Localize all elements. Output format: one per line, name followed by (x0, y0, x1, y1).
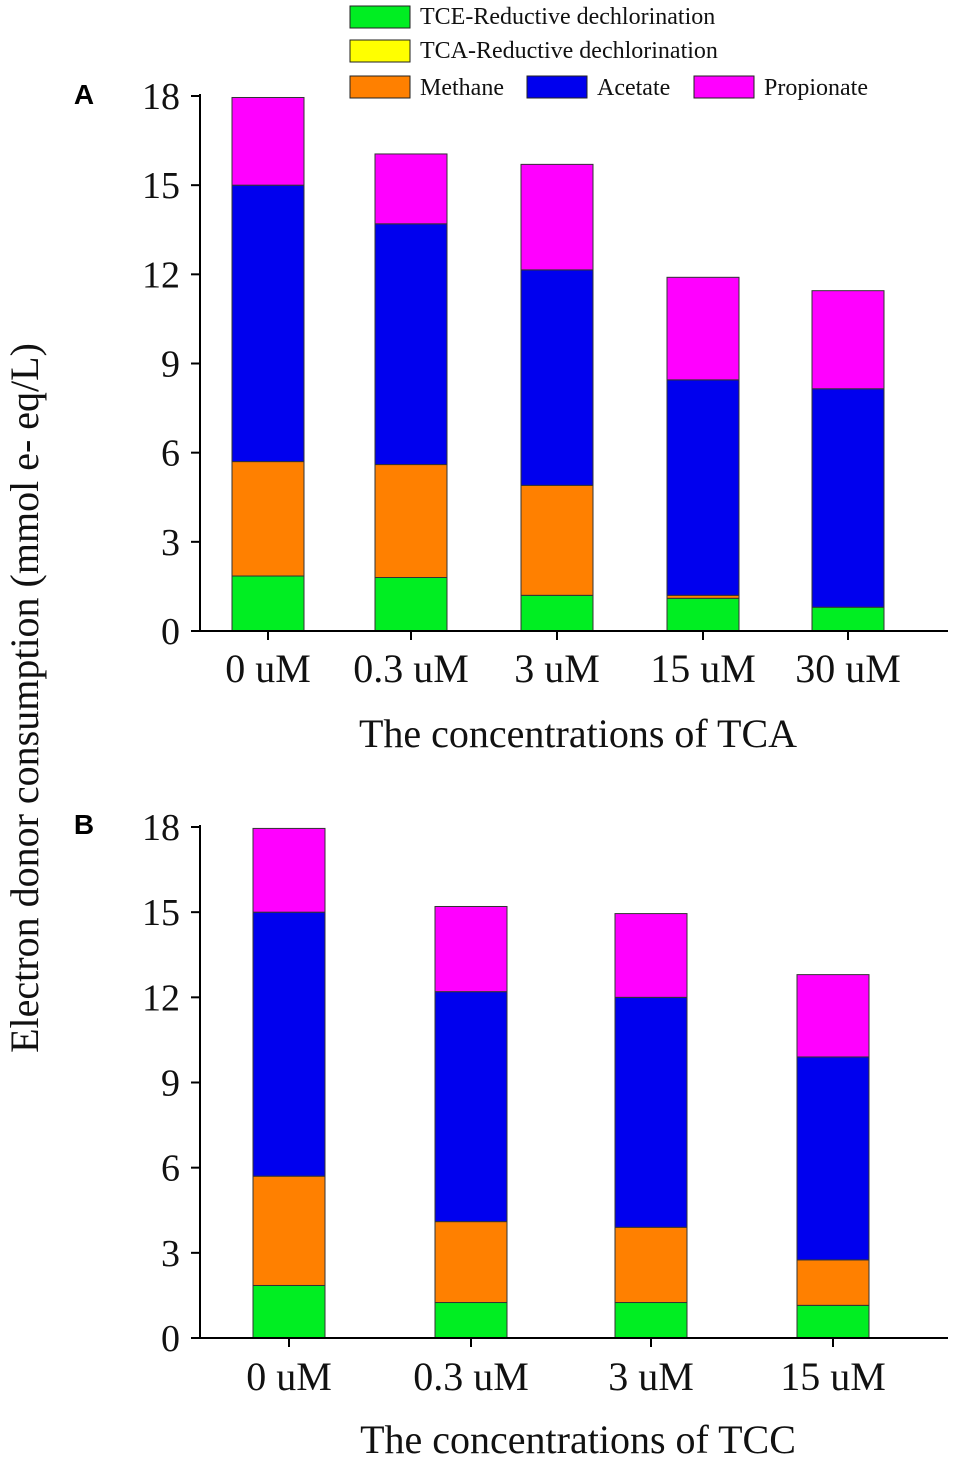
y-axis-label: Electron donor consumption (mmol e- eq/L… (2, 343, 47, 1053)
bar-b-15-um-propionate (796, 974, 870, 1058)
bar-a-0-3-um-propionate (374, 153, 448, 225)
bar-b-3-um-acetate (614, 996, 688, 1228)
legend-swatch-propionate (693, 75, 755, 99)
bar-b-3-um-methane (614, 1226, 688, 1304)
bar-a-15-um-acetate (666, 379, 740, 596)
panel-label-a: A (74, 79, 94, 110)
y-tick-label-a-3: 3 (161, 522, 180, 564)
y-tick-label-b-3: 3 (161, 1233, 180, 1275)
legend: TCE-Reductive dechlorination TCA-Reducti… (349, 4, 868, 101)
legend-entry-propionate: Propionate (693, 75, 868, 101)
bar-b-15-um-tce-reductive-dechlorination (796, 1304, 870, 1339)
bar-a-15-um-propionate (666, 276, 740, 381)
bar-b-3-um-propionate (614, 913, 688, 998)
x-tick-label-a-0-3-um: 0.3 uM (353, 646, 469, 691)
bar-b-0-um-propionate (252, 827, 326, 913)
y-tick-label-b-0: 0 (161, 1318, 180, 1360)
bar-a-3-um-methane (520, 484, 594, 596)
bar-a-30-um-tce-reductive-dechlorination (811, 606, 885, 632)
panel-label-b: B (74, 809, 94, 840)
bar-a-0-um-propionate (231, 96, 305, 186)
y-tick-label-b-6: 6 (161, 1148, 180, 1190)
bar-a-0-3-um-acetate (374, 223, 448, 466)
y-tick-label-b-15: 15 (142, 892, 180, 934)
bar-a-3-um-acetate (520, 269, 594, 486)
y-tick-label-a-6: 6 (161, 433, 180, 475)
x-tick-label-a-0-um: 0 uM (225, 646, 311, 691)
y-tick-label-b-18: 18 (142, 807, 180, 849)
x-tick-label-a-15-um: 15 uM (650, 646, 756, 691)
legend-entry-acetate: Acetate (526, 75, 670, 101)
bar-b-15-um-acetate (796, 1056, 870, 1261)
y-tick-label-b-12: 12 (142, 977, 180, 1019)
legend-label-tce: TCE-Reductive dechlorination (420, 4, 715, 30)
bar-a-15-um-tce-reductive-dechlorination (666, 597, 740, 632)
bar-b-0-3-um-propionate (434, 905, 508, 993)
bar-b-3-um-tce-reductive-dechlorination (614, 1302, 688, 1339)
bar-a-0-um-acetate (231, 184, 305, 463)
y-tick-label-a-12: 12 (142, 254, 180, 296)
legend-swatch-tca (349, 39, 411, 63)
legend-label-propionate: Propionate (764, 75, 868, 101)
panel-a: A 0 3 6 9 12 15 18 0 uM 0.3 uM 3 uM 15 uM 30 uM The c… (74, 76, 948, 756)
x-tick-label-b-0-3-um: 0.3 uM (413, 1354, 529, 1399)
y-tick-label-a-0: 0 (161, 611, 180, 653)
x-axis-label-a: The concentrations of TCA (359, 711, 797, 756)
y-tick-label-a-9: 9 (161, 344, 180, 386)
legend-label-tca: TCA-Reductive dechlorination (420, 38, 718, 64)
legend-label-methane: Methane (420, 75, 504, 101)
x-tick-label-a-30-um: 30 uM (795, 646, 901, 691)
bar-b-15-um-methane (796, 1259, 870, 1306)
legend-entry-tce: TCE-Reductive dechlorination (349, 4, 715, 30)
bar-b-0-um-methane (252, 1175, 326, 1286)
legend-swatch-methane (349, 75, 411, 99)
y-tick-label-b-9: 9 (161, 1063, 180, 1105)
bar-b-0-3-um-methane (434, 1221, 508, 1304)
y-tick-label-a-15: 15 (142, 165, 180, 207)
bar-b-0-3-um-acetate (434, 991, 508, 1223)
x-tick-label-b-3-um: 3 uM (608, 1354, 694, 1399)
bar-b-0-3-um-tce-reductive-dechlorination (434, 1302, 508, 1339)
bar-b-0-um-tce-reductive-dechlorination (252, 1284, 326, 1339)
x-tick-label-b-0-um: 0 uM (246, 1354, 332, 1399)
bar-a-0-um-methane (231, 461, 305, 577)
legend-swatch-acetate (526, 75, 588, 99)
legend-entry-tca: TCA-Reductive dechlorination (349, 38, 718, 64)
bar-a-0-um-tce-reductive-dechlorination (231, 575, 305, 632)
bar-a-3-um-propionate (520, 163, 594, 271)
bar-a-0-3-um-tce-reductive-dechlorination (374, 577, 448, 632)
x-tick-label-a-3-um: 3 uM (514, 646, 600, 691)
legend-label-acetate: Acetate (597, 75, 670, 101)
bar-a-30-um-acetate (811, 388, 885, 608)
x-tick-label-b-15-um: 15 uM (780, 1354, 886, 1399)
legend-entry-methane: Methane (349, 75, 504, 101)
bar-b-0-um-acetate (252, 911, 326, 1177)
bar-a-30-um-propionate (811, 290, 885, 390)
y-tick-label-a-18: 18 (142, 76, 180, 118)
bar-a-0-3-um-methane (374, 464, 448, 578)
x-axis-label-b: The concentrations of TCC (360, 1417, 796, 1462)
legend-swatch-tce (349, 5, 411, 29)
panel-b: B 0 3 6 9 12 15 18 0 uM 0.3 uM 3 uM 15 uM The concen… (74, 807, 948, 1462)
bar-a-3-um-tce-reductive-dechlorination (520, 594, 594, 632)
